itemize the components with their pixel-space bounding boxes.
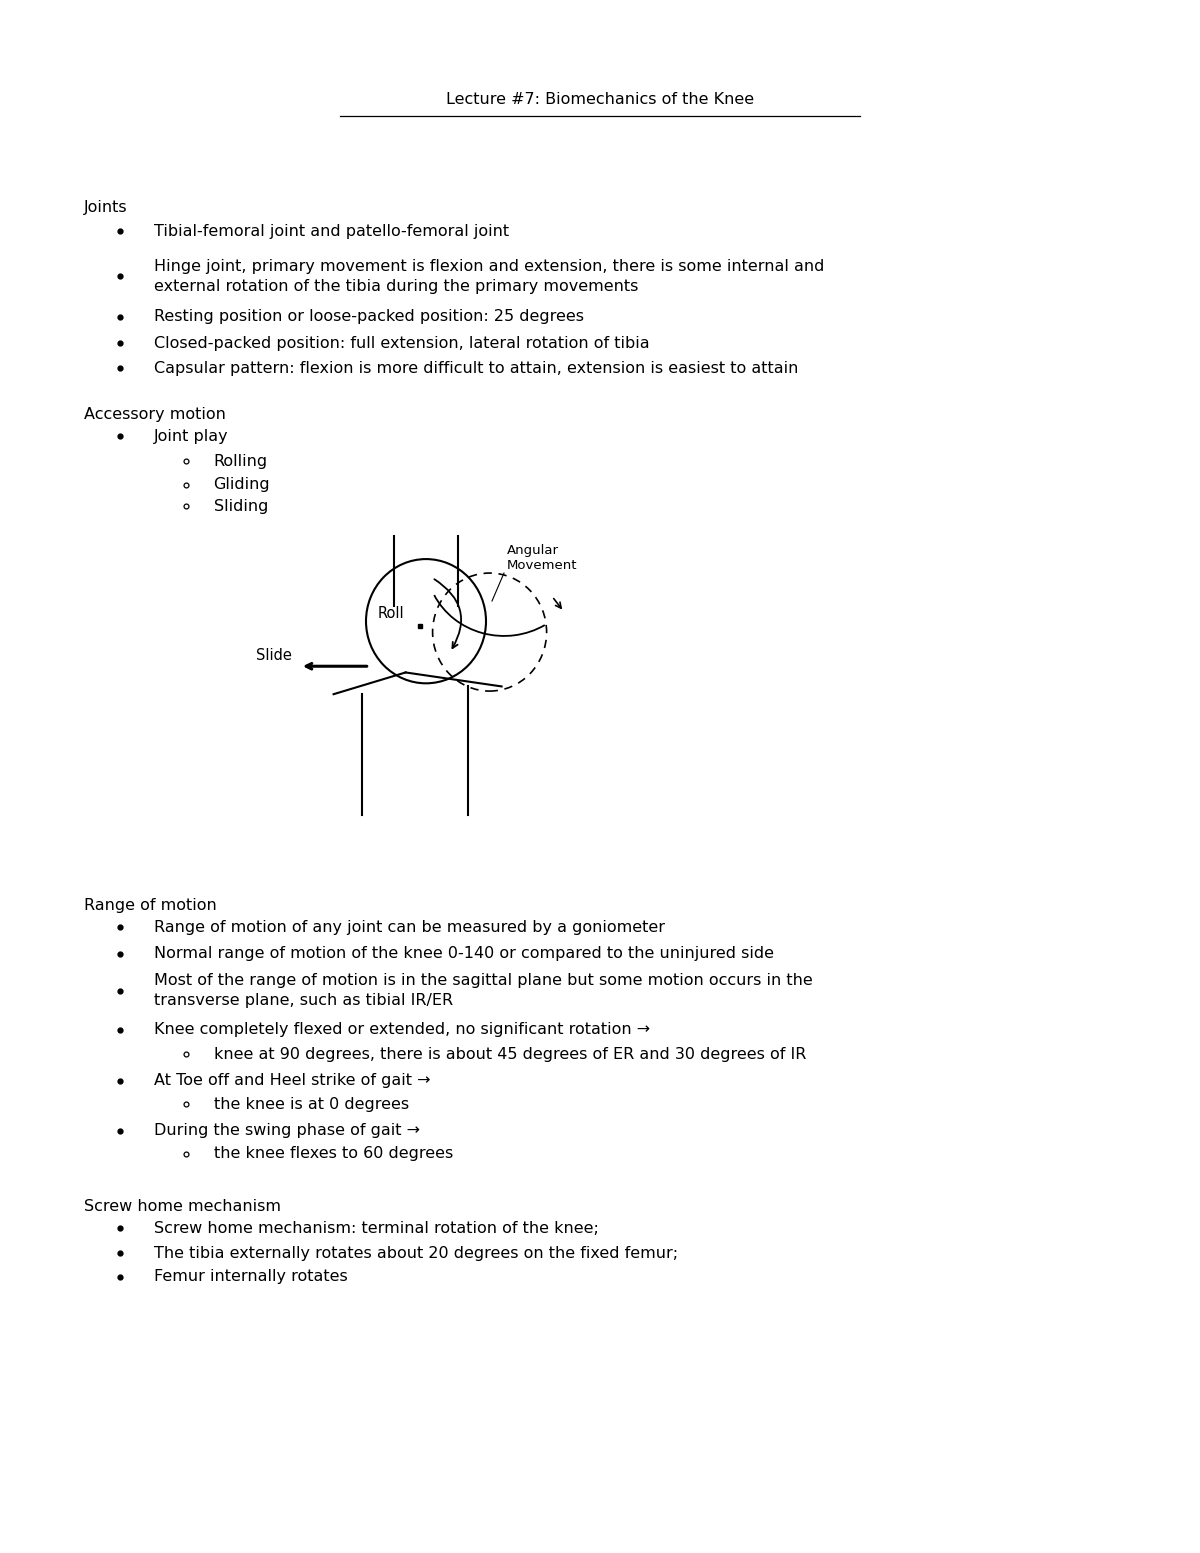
Text: Slide: Slide [256, 648, 292, 663]
Text: Joint play: Joint play [154, 429, 228, 444]
Text: Rolling: Rolling [214, 453, 268, 469]
Text: the knee flexes to 60 degrees: the knee flexes to 60 degrees [214, 1146, 452, 1162]
Text: Accessory motion: Accessory motion [84, 407, 226, 422]
Text: Closed-packed position: full extension, lateral rotation of tibia: Closed-packed position: full extension, … [154, 335, 649, 351]
Text: Sliding: Sliding [214, 499, 268, 514]
Text: Range of motion of any joint can be measured by a goniometer: Range of motion of any joint can be meas… [154, 919, 665, 935]
Text: knee at 90 degrees, there is about 45 degrees of ER and 30 degrees of IR: knee at 90 degrees, there is about 45 de… [214, 1047, 806, 1062]
Text: Femur internally rotates: Femur internally rotates [154, 1269, 347, 1284]
Text: Screw home mechanism: terminal rotation of the knee;: Screw home mechanism: terminal rotation … [154, 1221, 599, 1236]
Text: Most of the range of motion is in the sagittal plane but some motion occurs in t: Most of the range of motion is in the sa… [154, 974, 812, 1008]
Text: Joints: Joints [84, 200, 127, 216]
Text: Screw home mechanism: Screw home mechanism [84, 1199, 281, 1214]
Text: During the swing phase of gait →: During the swing phase of gait → [154, 1123, 420, 1138]
Text: Hinge joint, primary movement is flexion and extension, there is some internal a: Hinge joint, primary movement is flexion… [154, 259, 824, 294]
Text: Capsular pattern: flexion is more difficult to attain, extension is easiest to a: Capsular pattern: flexion is more diffic… [154, 360, 798, 376]
Text: Lecture #7: Biomechanics of the Knee: Lecture #7: Biomechanics of the Knee [446, 92, 754, 107]
Text: Roll: Roll [378, 606, 404, 621]
Text: Range of motion: Range of motion [84, 898, 217, 913]
Text: At Toe off and Heel strike of gait →: At Toe off and Heel strike of gait → [154, 1073, 430, 1089]
Text: Gliding: Gliding [214, 477, 270, 492]
Text: the knee is at 0 degrees: the knee is at 0 degrees [214, 1096, 409, 1112]
Text: Knee completely flexed or extended, no significant rotation →: Knee completely flexed or extended, no s… [154, 1022, 649, 1037]
Text: The tibia externally rotates about 20 degrees on the fixed femur;: The tibia externally rotates about 20 de… [154, 1246, 678, 1261]
Text: Normal range of motion of the knee 0-140 or compared to the uninjured side: Normal range of motion of the knee 0-140… [154, 946, 774, 961]
Text: Resting position or loose-packed position: 25 degrees: Resting position or loose-packed positio… [154, 309, 583, 325]
Text: Angular
Movement: Angular Movement [506, 544, 577, 572]
Text: Tibial-femoral joint and patello-femoral joint: Tibial-femoral joint and patello-femoral… [154, 224, 509, 239]
